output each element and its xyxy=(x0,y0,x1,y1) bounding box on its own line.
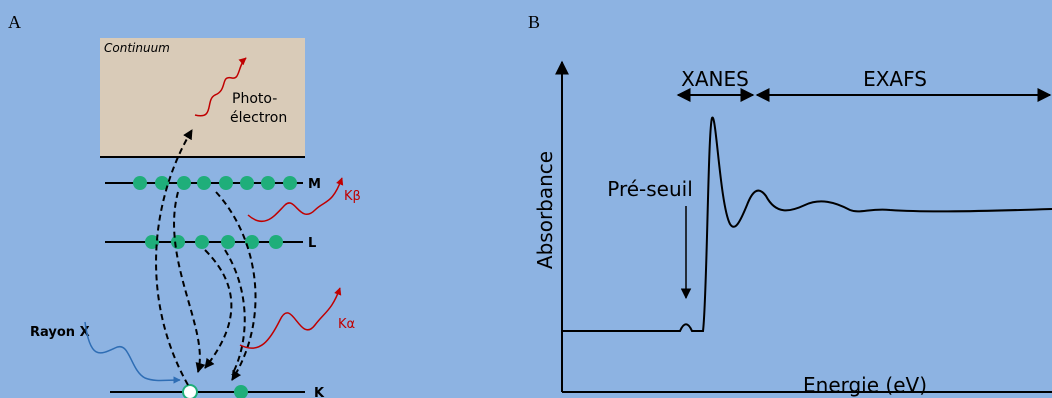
photoelectron-wave xyxy=(194,57,247,117)
level-label: L xyxy=(308,236,316,251)
k-alpha-wave xyxy=(239,287,342,349)
x-axis-label: Energie (eV) xyxy=(803,373,927,397)
xanes-label: XANES xyxy=(681,67,749,91)
k-beta-label: Kβ xyxy=(344,189,361,204)
photoelectron-label: Photo- xyxy=(232,91,277,107)
vacancy xyxy=(182,384,198,398)
x-ray-wave xyxy=(84,321,181,384)
x-ray-label: Rayon X xyxy=(30,325,90,340)
transitions xyxy=(155,129,257,386)
panel-label: A xyxy=(8,12,21,32)
spectrum xyxy=(562,116,1052,332)
pre-edge-label: Pré-seuil xyxy=(607,177,693,201)
level-label: M xyxy=(308,177,321,192)
k-beta-wave xyxy=(247,177,344,222)
panel-label: B xyxy=(528,12,540,32)
level-label: K xyxy=(314,386,325,398)
y-axis-label: Absorbance xyxy=(533,151,557,269)
photoelectron-label: électron xyxy=(230,110,287,126)
exafs-label: EXAFS xyxy=(863,67,927,91)
continuum-label: Continuum xyxy=(104,41,170,55)
continuum-box xyxy=(100,38,305,157)
k-alpha-label: Kα xyxy=(338,317,355,332)
electrons xyxy=(133,176,297,398)
